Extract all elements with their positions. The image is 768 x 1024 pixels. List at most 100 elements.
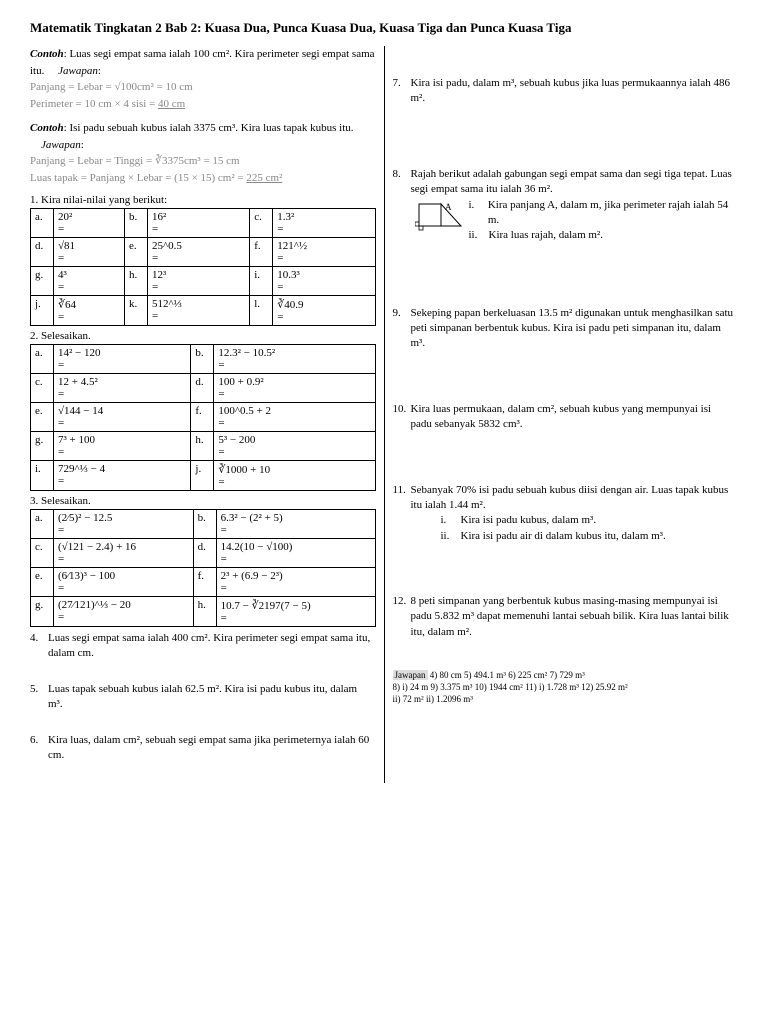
cell: 100^0.5 + 2= xyxy=(214,403,375,432)
cell-label: c. xyxy=(250,209,273,238)
cell: 14.2(10 − √100)= xyxy=(216,539,375,568)
question-10: 10.Kira luas permukaan, dalam cm², sebua… xyxy=(393,402,739,433)
question-5: 5.Luas tapak sebuah kubus ialah 62.5 m².… xyxy=(30,682,376,713)
answers-row1: 4) 80 cm 5) 494.1 m³ 6) 225 cm² 7) 729 m… xyxy=(430,670,585,680)
right-column: 7.Kira isi padu, dalam m³, sebuah kubus … xyxy=(393,46,739,783)
cell: 25^0.5= xyxy=(147,238,249,267)
cell: (2⁄5)² − 12.5= xyxy=(54,510,194,539)
cell: 121^½= xyxy=(273,238,375,267)
cell: √144 − 14= xyxy=(54,403,191,432)
cell-label: d. xyxy=(191,374,214,403)
q3-table: a.(2⁄5)² − 12.5=b.6.3² − (2² + 5)= c.(√1… xyxy=(30,509,376,627)
cell-label: d. xyxy=(31,238,54,267)
cell-label: g. xyxy=(31,432,54,461)
cell-label: c. xyxy=(31,539,54,568)
cell: 100 + 0.9²= xyxy=(214,374,375,403)
cell-label: b. xyxy=(191,345,214,374)
cell: ∛64= xyxy=(54,296,125,326)
cell: 1.3²= xyxy=(273,209,375,238)
example-line2a: Perimeter = 10 cm × 4 sisi = xyxy=(30,98,158,110)
cell: 6.3² − (2² + 5)= xyxy=(216,510,375,539)
cell-label: g. xyxy=(31,267,54,296)
cell-label: j. xyxy=(31,296,54,326)
cell-label: h. xyxy=(193,597,216,627)
question-8: 8. Rajah berikut adalah gabungan segi em… xyxy=(393,167,739,246)
content-columns: Contoh: Luas segi empat sama ialah 100 c… xyxy=(30,46,738,783)
example-text: : Isi padu sebuah kubus ialah 3375 cm³. … xyxy=(64,122,354,134)
cell-label: i. xyxy=(31,461,54,491)
q11-text: Sebanyak 70% isi padu sebuah kubus diisi… xyxy=(411,484,729,511)
example-label: Contoh xyxy=(30,122,64,134)
cell: 2³ + (6.9 − 2³)= xyxy=(216,568,375,597)
cell-label: h. xyxy=(124,267,147,296)
cell-label: k. xyxy=(124,296,147,326)
cell-label: f. xyxy=(191,403,214,432)
cell-label: b. xyxy=(124,209,147,238)
cell: √81= xyxy=(54,238,125,267)
example-1: Contoh: Luas segi empat sama ialah 100 c… xyxy=(30,46,376,112)
example-label: Contoh xyxy=(30,48,64,60)
cell-label: b. xyxy=(193,510,216,539)
q1-heading: 1. Kira nilai-nilai yang berikut: xyxy=(30,194,376,206)
cell-label: e. xyxy=(31,568,54,597)
cell-label: a. xyxy=(31,345,54,374)
cell-label: a. xyxy=(31,510,54,539)
q8-ii: Kira luas rajah, dalam m². xyxy=(489,228,603,243)
cell: 20²= xyxy=(54,209,125,238)
cell: 729^⅓ − 4= xyxy=(54,461,191,491)
question-6: 6.Kira luas, dalam cm², sebuah segi empa… xyxy=(30,733,376,764)
cell: 7³ + 100= xyxy=(54,432,191,461)
cell-label: h. xyxy=(191,432,214,461)
cell: (√121 − 2.4) + 16= xyxy=(54,539,194,568)
column-divider xyxy=(384,46,385,783)
cell: 4³= xyxy=(54,267,125,296)
example-answer: 225 cm² xyxy=(246,172,282,184)
cell-label: f. xyxy=(193,568,216,597)
question-11: 11. Sebanyak 70% isi padu sebuah kubus d… xyxy=(393,483,739,545)
cell-label: l. xyxy=(250,296,273,326)
cell-label: f. xyxy=(250,238,273,267)
jawapan-label: Jawapan xyxy=(58,65,98,77)
q8-text: Rajah berikut adalah gabungan segi empat… xyxy=(411,168,732,195)
svg-text:A: A xyxy=(445,202,452,212)
cell: 10.7 − ∛2197(7 − 5)= xyxy=(216,597,375,627)
cell: 5³ − 200= xyxy=(214,432,375,461)
page-title: Matematik Tingkatan 2 Bab 2: Kuasa Dua, … xyxy=(30,20,738,36)
question-12: 12.8 peti simpanan yang berbentuk kubus … xyxy=(393,594,739,640)
cell: ∛1000 + 10= xyxy=(214,461,375,491)
cell-label: a. xyxy=(31,209,54,238)
question-9: 9.Sekeping papan berkeluasan 13.5 m² dig… xyxy=(393,306,739,352)
cell: 16²= xyxy=(147,209,249,238)
q1-table: a.20²=b.16²=c.1.3²= d.√81=e.25^0.5=f.121… xyxy=(30,208,376,326)
answers-row2: 8) i) 24 m 9) 3.375 m³ 10) 1944 cm² 11) … xyxy=(393,682,628,692)
cell: (6⁄13)³ − 100= xyxy=(54,568,194,597)
cell-label: i. xyxy=(250,267,273,296)
cell: 10.3³= xyxy=(273,267,375,296)
example-line1: Panjang = Lebar = Tinggi = ∛3375cm³ = 15… xyxy=(30,155,240,167)
q2-heading: 2. Selesaikan. xyxy=(30,330,376,342)
q8-i: Kira panjang A, dalam m, jika perimeter … xyxy=(488,198,734,229)
answers-row3: ii) 72 m² ii) 1.2096 m³ xyxy=(393,694,473,704)
cell-label: c. xyxy=(31,374,54,403)
question-7: 7.Kira isi padu, dalam m³, sebuah kubus … xyxy=(393,76,739,107)
q11-ii: Kira isi padu air di dalam kubus itu, da… xyxy=(461,529,666,544)
left-column: Contoh: Luas segi empat sama ialah 100 c… xyxy=(30,46,376,783)
cell-label: e. xyxy=(124,238,147,267)
cell: 12.3² − 10.5²= xyxy=(214,345,375,374)
example-line2a: Luas tapak = Panjang × Lebar = (15 × 15)… xyxy=(30,172,246,184)
cell-label: e. xyxy=(31,403,54,432)
cell: 12³= xyxy=(147,267,249,296)
cell: 12 + 4.5²= xyxy=(54,374,191,403)
question-4: 4.Luas segi empat sama ialah 400 cm². Ki… xyxy=(30,631,376,662)
cell: ∛40.9= xyxy=(273,296,375,326)
cell: 512^⅓= xyxy=(147,296,249,326)
cell: (27⁄121)^⅓ − 20= xyxy=(54,597,194,627)
jawapan-label: Jawapan xyxy=(41,139,81,151)
cell-label: j. xyxy=(191,461,214,491)
example-line1: Panjang = Lebar = √100cm² = 10 cm xyxy=(30,81,193,93)
cell-label: d. xyxy=(193,539,216,568)
q2-table: a.14² − 120=b.12.3² − 10.5²= c.12 + 4.5²… xyxy=(30,344,376,491)
q11-i: Kira isi padu kubus, dalam m³. xyxy=(461,513,597,528)
cell-label: g. xyxy=(31,597,54,627)
q8-diagram: A xyxy=(415,200,463,244)
